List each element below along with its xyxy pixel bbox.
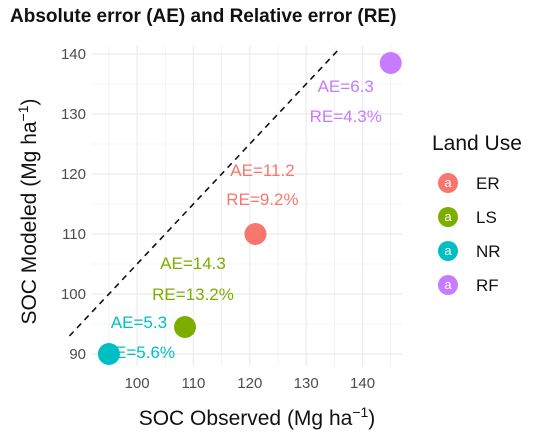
legend-key-nr [438,241,458,261]
x-tick-label: 120 [237,375,262,392]
y-tick-label: 110 [62,226,86,243]
legend-label-ls: LS [476,208,497,227]
legend-key-glyph: a [444,243,452,258]
y-tick-label: 100 [61,286,86,303]
legend-title: Land Use [432,132,522,155]
x-tick-label: 110 [181,375,205,392]
x-tick-label: 140 [350,375,375,392]
annotation-re-nr: RE=5.6% [103,343,175,362]
annotation-ae-nr: AE=5.3 [111,313,167,332]
x-axis-ticks: 100 110 120 130 140 [125,375,375,392]
y-axis-title: SOC Modeled (Mg ha−1) [15,98,41,324]
legend-key-glyph: a [444,175,452,190]
data-point-er [244,223,267,245]
y-tick-label: 120 [61,166,86,183]
legend-key-er [438,173,458,193]
annotation-re-er: RE=9.2% [226,190,298,209]
annotation-ae-ls: AE=14.3 [160,254,226,273]
x-axis-title: SOC Observed (Mg ha−1) [139,404,376,430]
x-tick-label: 130 [294,375,319,392]
x-tick-label: 100 [125,375,150,392]
y-tick-label: 140 [61,46,86,63]
legend-label-rf: RF [476,276,499,295]
legend-label-er: ER [476,174,500,193]
legend-key-glyph: a [444,277,452,292]
legend-key-rf [438,275,458,295]
annotation-ae-rf: AE=6.3 [318,77,374,96]
annotation-ae-er: AE=11.2 [230,161,294,180]
data-annotations: AE=11.2 RE=9.2% AE=14.3 RE=13.2% AE=5.3 RE=5.… [103,77,382,362]
data-point-rf [379,52,402,74]
annotation-re-rf: RE=4.3% [310,107,382,126]
legend: Land Use a ER a LS a NR a RF [432,132,522,295]
annotation-re-ls: RE=13.2% [152,285,234,304]
chart-title: Absolute error (AE) and Relative error (… [10,6,397,27]
y-tick-label: 90 [69,346,86,363]
data-point-nr [97,343,120,365]
legend-key-glyph: a [444,209,452,224]
data-points [97,52,402,365]
legend-label-nr: NR [476,242,501,261]
grid [92,45,402,366]
y-axis-ticks: 90 100 110 120 130 140 [61,46,86,363]
data-point-ls [174,316,196,338]
y-tick-label: 130 [61,106,86,123]
legend-key-ls [438,207,458,227]
